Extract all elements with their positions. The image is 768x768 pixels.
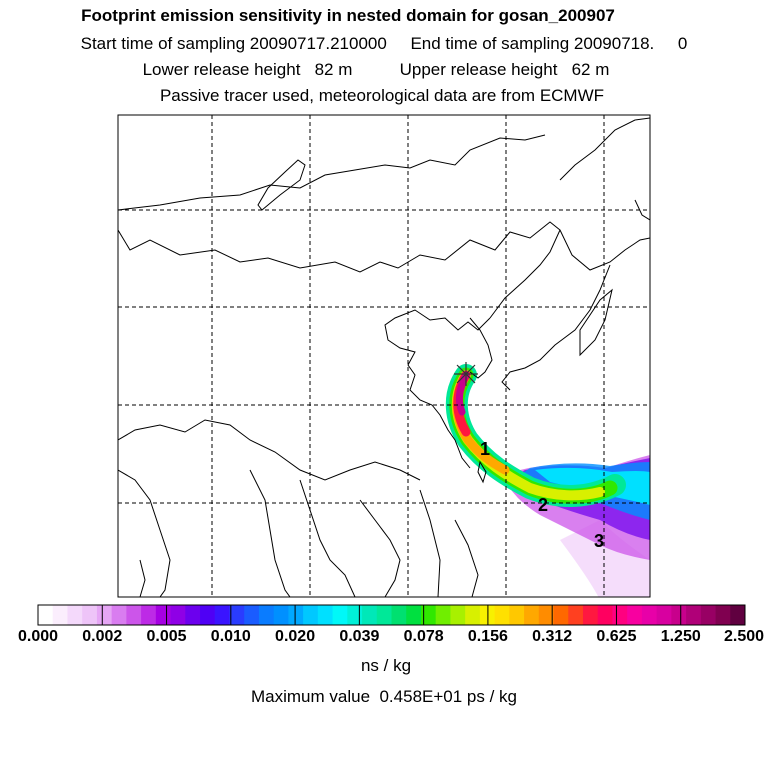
colorbar-swatch [582,605,599,625]
colorbar-swatch [111,605,127,625]
colorbar-swatch [170,605,186,625]
colorbar-swatch [362,605,378,625]
colorbar-swatch [612,605,628,625]
colorbar-swatch [450,605,466,625]
receptor-star-icon [454,362,478,386]
colorbar-swatch [465,605,481,625]
colorbar-label: 0.625 [596,628,637,645]
coastlines [118,117,650,597]
colorbar-label: 0.020 [275,628,316,645]
colorbar-swatch [96,605,113,625]
colorbar-swatch [494,605,510,625]
colorbar-swatch [553,605,569,625]
colorbar-swatch [141,605,157,625]
release-height-line: Lower release height 82 m Upper release … [142,60,610,79]
colorbar-swatch [214,605,230,625]
colorbar-label: 0.005 [146,628,187,645]
colorbar-swatch [656,605,672,625]
colorbar-swatch [244,605,260,625]
colorbar-label: 0.002 [82,628,123,645]
colorbar-swatch [627,605,643,625]
colorbar-swatch [303,605,319,625]
colorbar-swatch [509,605,525,625]
colorbar-swatch [715,605,731,625]
colorbar-swatch [686,605,702,625]
colorbar-swatch [288,605,304,625]
colorbar-ticks [37,605,746,625]
trajectory-marker-3: 3 [594,531,604,551]
map-content [118,115,650,597]
trajectory-marker-2: 2 [538,495,548,515]
colorbar-swatch [38,605,54,625]
colorbar-label: 0.312 [532,628,573,645]
colorbar-unit: ns / kg [360,656,412,675]
colorbar-swatch [391,605,407,625]
colorbar-swatch [347,605,363,625]
colorbar-swatch [671,605,687,625]
trajectory-marker-1: 1 [480,439,490,459]
colorbar-swatch [406,605,422,625]
colorbar-swatch [155,605,171,625]
colorbar-swatch [258,605,275,625]
colorbar-label: 0.010 [210,628,251,645]
colorbar-label: 2.500 [723,628,765,645]
colorbar-swatch [67,605,83,625]
colorbar-swatch [52,605,68,625]
colorbar-swatch [185,605,201,625]
colorbar-swatch [376,605,392,625]
colorbar-swatch [700,605,716,625]
colorbar-swatch [229,605,245,625]
colorbar-label: 0.039 [339,628,380,645]
colorbar-swatch [641,605,658,625]
colorbar-swatch [317,605,333,625]
colorbar-label: 1.250 [660,628,701,645]
sampling-time-line: Start time of sampling 20090717.210000 E… [80,34,688,53]
colorbar-swatch [524,605,540,625]
map-frame [117,114,651,598]
colorbar-swatch [730,605,746,625]
colorbar-label: 0.156 [467,628,508,645]
colorbar-swatch [200,605,216,625]
colorbar-swatch [597,605,613,625]
plot-title: Footprint emission sensitivity in nested… [81,6,615,25]
lat-lon-grid [118,115,650,597]
colorbar-swatch [82,605,98,625]
colorbar-swatch [538,605,554,625]
colorbar-swatch [273,605,289,625]
colorbar-swatch [332,605,348,625]
colorbar-swatch [126,605,142,625]
tracer-info-line: Passive tracer used, meteorological data… [159,86,605,105]
maximum-value-text: Maximum value 0.458E+01 ps / kg [251,687,517,706]
colorbar [37,604,746,626]
colorbar-swatch [435,605,451,625]
colorbar-swatch [420,605,437,625]
colorbar-label: 0.000 [17,628,59,645]
colorbar-label: 0.078 [403,628,444,645]
colorbar-swatch [568,605,584,625]
